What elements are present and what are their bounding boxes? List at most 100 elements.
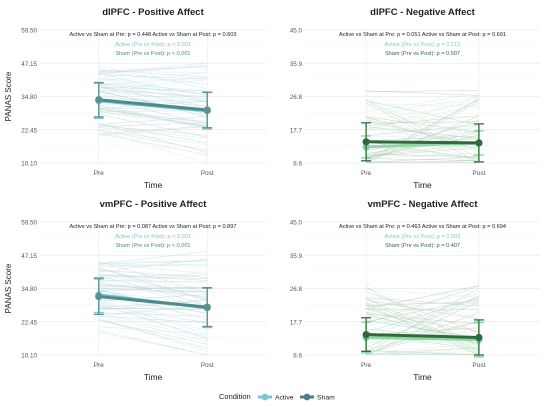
subject-line	[366, 286, 479, 309]
y-tick-label: 22.45	[21, 127, 37, 134]
series-sham	[93, 81, 213, 129]
subject-line	[98, 104, 208, 130]
x-tick-label: Pre	[361, 170, 372, 177]
series-sham	[93, 278, 213, 328]
subject-line	[98, 289, 208, 320]
x-axis-title: Time	[144, 372, 163, 382]
legend-items: Active Sham	[258, 393, 335, 402]
subject-line	[365, 287, 480, 355]
subject-line	[98, 251, 208, 265]
subject-line	[98, 112, 208, 122]
subject-line	[98, 70, 208, 73]
subject-line	[98, 290, 208, 293]
subject-line	[98, 125, 208, 136]
subject-line	[366, 288, 479, 298]
subject-line	[366, 96, 479, 133]
subject-line	[366, 350, 479, 356]
subject-line	[98, 130, 208, 145]
data-point	[203, 303, 211, 311]
y-tick-label: 22.45	[21, 319, 37, 326]
y-tick-label: 35.9	[290, 61, 303, 68]
subject-line	[98, 63, 208, 73]
annotation-group-comparison: Active vs Sham at Pre: p = 0.448 Active …	[70, 32, 237, 38]
subject-line	[366, 115, 479, 126]
subject-line	[98, 77, 208, 96]
annotation-active: Active (Pre vs Post): p < 0.001	[115, 42, 191, 48]
subject-line	[366, 90, 479, 92]
subject-line	[366, 302, 479, 304]
subject-line	[366, 124, 479, 136]
y-tick-label: 59.50	[21, 28, 37, 35]
subject-line	[98, 79, 208, 90]
subject-line	[366, 342, 479, 344]
chart-panel: vmPFC - Negative Affect 8.6 17.7 26.8 35.9 45…	[290, 199, 540, 382]
subject-lines	[365, 90, 480, 164]
subject-line	[98, 258, 208, 273]
subject-line	[98, 96, 208, 107]
subject-line	[366, 312, 479, 332]
y-tick-label: 59.50	[21, 220, 37, 227]
subject-line	[366, 315, 479, 347]
x-tick-label: Post	[472, 362, 485, 369]
data-point	[95, 96, 103, 104]
subject-line	[98, 82, 208, 92]
subject-line	[366, 304, 479, 354]
subject-line	[366, 303, 479, 336]
chart-panel: dlPFC - Negative Affect 8.6 17.7 26.8 35.9 45…	[290, 7, 540, 190]
subject-line	[98, 105, 208, 126]
y-tick-label: 34.80	[21, 286, 37, 293]
subject-line	[366, 313, 479, 325]
y-tick-label: 26.8	[290, 286, 303, 293]
subject-line	[98, 86, 208, 99]
subject-line	[98, 261, 208, 293]
subject-line	[366, 292, 479, 340]
subject-line	[98, 123, 208, 153]
subject-line	[366, 301, 479, 306]
x-tick-label: Post	[201, 170, 214, 177]
subject-line	[98, 108, 208, 127]
subject-line	[366, 351, 479, 355]
subject-line	[98, 108, 208, 127]
subject-line	[98, 280, 208, 282]
y-tick-label: 45.0	[290, 28, 303, 35]
subject-line	[366, 147, 479, 157]
subject-line	[98, 272, 208, 280]
subject-line	[98, 114, 208, 138]
subject-line	[366, 350, 479, 356]
subject-line	[366, 156, 479, 163]
y-tick-label: 45.0	[290, 220, 303, 227]
data-point	[203, 106, 211, 114]
subject-line	[366, 298, 479, 349]
subject-line	[98, 272, 208, 299]
panel-title: dlPFC - Negative Affect	[370, 7, 476, 18]
subject-line	[98, 277, 208, 309]
subject-line	[98, 262, 208, 274]
subject-line	[366, 161, 479, 163]
panel-title: dlPFC - Positive Affect	[102, 7, 204, 18]
y-tick-label: 17.7	[290, 319, 303, 326]
series-mean-line	[97, 98, 209, 112]
annotation-sham: Sham (Pre vs Post): p = 0.507	[385, 51, 460, 57]
subject-line	[98, 260, 208, 265]
subject-line	[365, 94, 480, 164]
y-tick-label: 10.10	[21, 161, 37, 168]
subject-line	[98, 302, 208, 331]
y-tick-label: 26.8	[290, 94, 303, 101]
chart-panel: vmPFC - Positive Affect 10.10 22.45 34.80 47…	[4, 199, 266, 382]
subject-line	[98, 69, 208, 85]
legend-label: Active	[275, 395, 294, 402]
annotation-active: Active (Pre vs Post): p < 0.001	[115, 234, 191, 240]
subject-line	[98, 331, 208, 356]
subject-line	[98, 125, 208, 135]
subject-lines	[365, 282, 480, 356]
subject-line	[98, 315, 208, 323]
subject-line	[366, 312, 479, 353]
subject-line	[366, 152, 479, 159]
subject-line	[98, 283, 208, 298]
subject-line	[366, 135, 479, 159]
subject-line	[366, 96, 479, 117]
subject-line	[366, 102, 479, 163]
series-mean-line	[364, 333, 481, 339]
subject-line	[366, 153, 479, 157]
subject-line	[366, 98, 479, 161]
